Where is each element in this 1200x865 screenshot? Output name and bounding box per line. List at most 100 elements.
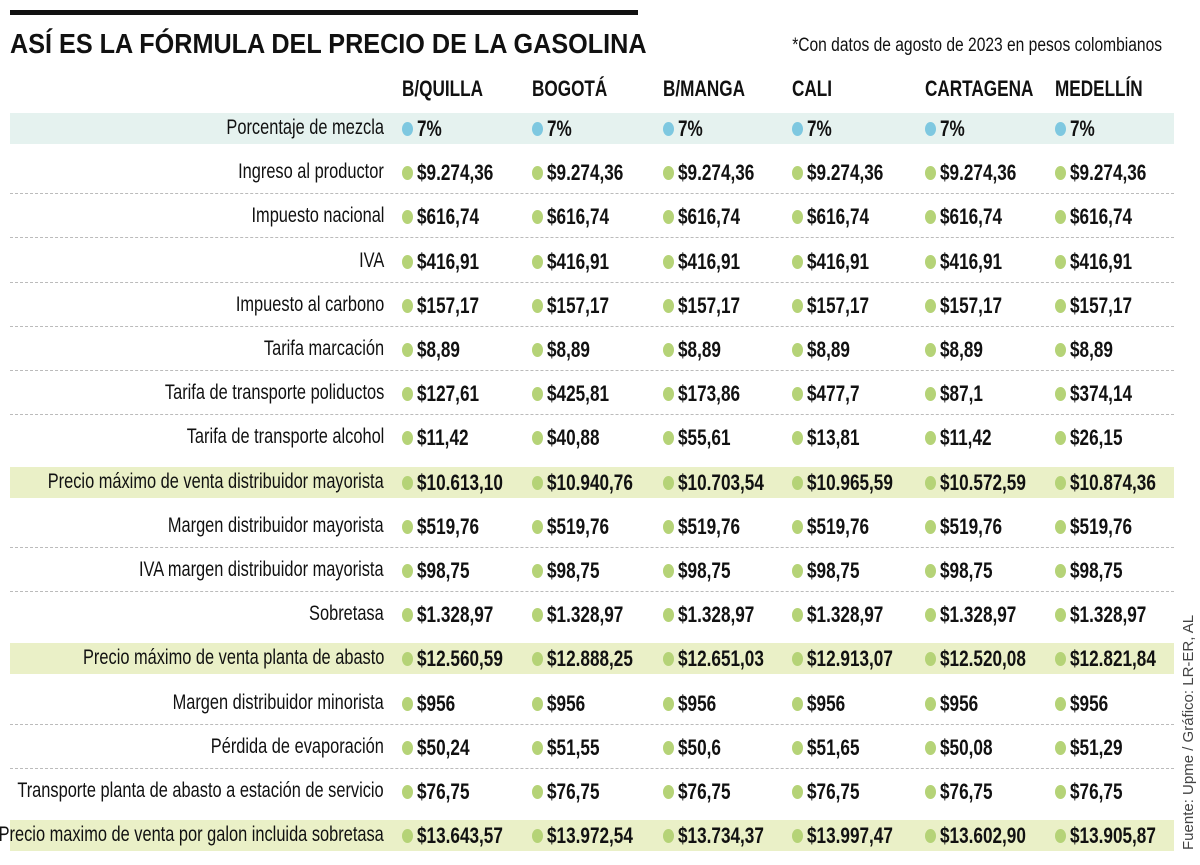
bullet-dot-icon xyxy=(792,122,803,136)
table-cell: $416,91 xyxy=(792,249,887,275)
table-cell: $76,75 xyxy=(532,779,614,805)
bullet-dot-icon xyxy=(1055,564,1066,578)
bullet-dot-icon xyxy=(663,431,674,446)
bullet-dot-icon xyxy=(532,475,543,490)
cell-value: $98,75 xyxy=(1070,558,1123,583)
table-cell: $51,65 xyxy=(792,735,874,761)
cell-value: $12.560,59 xyxy=(417,646,503,672)
table-cell: $157,17 xyxy=(532,293,627,319)
bullet-dot-icon xyxy=(532,343,543,357)
table-cell: $12.651,03 xyxy=(663,646,788,672)
table-row: IVA margen distribuidor mayorista $98,75 $… xyxy=(10,548,1174,592)
table-cell: $10.940,76 xyxy=(532,470,657,496)
table-cell: $13.734,37 xyxy=(663,823,788,849)
row-label: Tarifa marcación xyxy=(263,337,384,360)
bullet-dot-icon xyxy=(532,696,543,711)
table-row: Ingreso al productor $9.274,36 $9.274,36 $9… xyxy=(10,150,1174,195)
cell-value: $8,89 xyxy=(807,337,850,362)
table-cell: $76,75 xyxy=(1055,779,1137,805)
cell-value: $98,75 xyxy=(678,558,731,583)
table-cell: $76,75 xyxy=(792,779,874,805)
bullet-dot-icon xyxy=(402,431,413,446)
table-cell: $12.821,84 xyxy=(1055,646,1180,672)
cell-value: $12.520,08 xyxy=(940,646,1026,672)
cell-value: $616,74 xyxy=(807,204,870,230)
bullet-dot-icon xyxy=(792,298,803,313)
bullet-dot-icon xyxy=(925,696,936,711)
cell-value: $616,74 xyxy=(417,204,480,230)
cell-value: $8,89 xyxy=(547,337,590,362)
bullet-dot-icon xyxy=(792,740,803,755)
table-cell: $157,17 xyxy=(402,293,497,319)
table-cell: $9.274,36 xyxy=(402,160,515,186)
table-cell: $55,61 xyxy=(663,425,745,451)
cell-value: $13.997,47 xyxy=(807,823,893,849)
cell-value: $519,76 xyxy=(940,513,1003,539)
table-cell: 7% xyxy=(532,116,579,142)
row-label: IVA xyxy=(358,248,384,272)
table-cell: $11,42 xyxy=(925,425,1006,451)
cell-value: $616,74 xyxy=(547,204,610,230)
cell-value: $157,17 xyxy=(547,292,610,318)
bullet-dot-icon xyxy=(925,298,936,313)
bullet-dot-icon xyxy=(1055,210,1066,225)
bullet-dot-icon xyxy=(663,696,674,711)
table-cell: 7% xyxy=(925,116,972,142)
cell-value: $1.328,97 xyxy=(940,602,1017,628)
row-band xyxy=(10,113,1174,144)
cell-value: $11,42 xyxy=(417,425,469,451)
row-divider xyxy=(10,723,1174,725)
bullet-dot-icon xyxy=(792,475,803,490)
bullet-dot-icon xyxy=(402,166,413,181)
bullet-dot-icon xyxy=(402,254,413,269)
row-label: Porcentaje de mezcla xyxy=(226,116,384,139)
table-cell: $8,89 xyxy=(792,337,862,363)
bullet-dot-icon xyxy=(792,519,803,534)
bullet-dot-icon xyxy=(402,608,413,623)
row-divider xyxy=(10,193,1174,195)
table-cell: $1.328,97 xyxy=(532,602,645,628)
table-cell: $519,76 xyxy=(402,514,497,540)
cell-value: $1.328,97 xyxy=(678,602,755,628)
cell-value: $50,6 xyxy=(678,734,721,760)
bullet-dot-icon xyxy=(532,431,543,446)
bullet-dot-icon xyxy=(792,210,803,225)
table-row: Impuesto al carbono $157,17 $157,17 $157,17… xyxy=(10,283,1174,327)
table-cell: $10.874,36 xyxy=(1055,470,1180,496)
cell-value: $8,89 xyxy=(678,337,721,362)
cell-value: $9.274,36 xyxy=(1070,160,1147,186)
bullet-dot-icon xyxy=(402,343,413,357)
bullet-dot-icon xyxy=(792,431,803,446)
bullet-dot-icon xyxy=(792,254,803,269)
bullet-dot-icon xyxy=(1055,122,1066,136)
table-cell: $12.888,25 xyxy=(532,646,657,672)
cell-value: 7% xyxy=(678,116,703,141)
bullet-dot-icon xyxy=(402,387,413,402)
bullet-dot-icon xyxy=(663,785,674,799)
table-row: Impuesto nacional $616,74 $616,74 $616,74 $6… xyxy=(10,194,1174,239)
cell-value: $10.874,36 xyxy=(1070,469,1156,495)
bullet-dot-icon xyxy=(532,785,543,799)
table-row: Precio máximo de venta planta de abasto $… xyxy=(10,636,1174,680)
bullet-dot-icon xyxy=(402,740,413,755)
cell-value: 7% xyxy=(417,116,442,141)
cell-value: $9.274,36 xyxy=(678,160,755,186)
table-cell: $956 xyxy=(663,691,727,717)
bullet-dot-icon xyxy=(792,652,803,667)
bullet-dot-icon xyxy=(925,785,936,799)
bullet-dot-icon xyxy=(792,829,803,844)
bullet-dot-icon xyxy=(532,210,543,225)
table-cell: $519,76 xyxy=(1055,514,1150,540)
bullet-dot-icon xyxy=(792,564,803,578)
table-row: Porcentaje de mezcla 7% 7% 7% 7% 7% 7% xyxy=(10,106,1174,150)
table-cell: $425,81 xyxy=(532,381,627,407)
bullet-dot-icon xyxy=(532,564,543,578)
table-cell: $50,6 xyxy=(663,735,733,761)
cell-value: 7% xyxy=(1070,116,1095,141)
table-row: Tarifa de transporte poliductos $127,61 $4… xyxy=(10,371,1174,416)
bullet-dot-icon xyxy=(925,652,936,667)
table-cell: $76,75 xyxy=(402,779,484,805)
table-cell: $956 xyxy=(1055,691,1119,717)
row-divider xyxy=(10,237,1174,239)
